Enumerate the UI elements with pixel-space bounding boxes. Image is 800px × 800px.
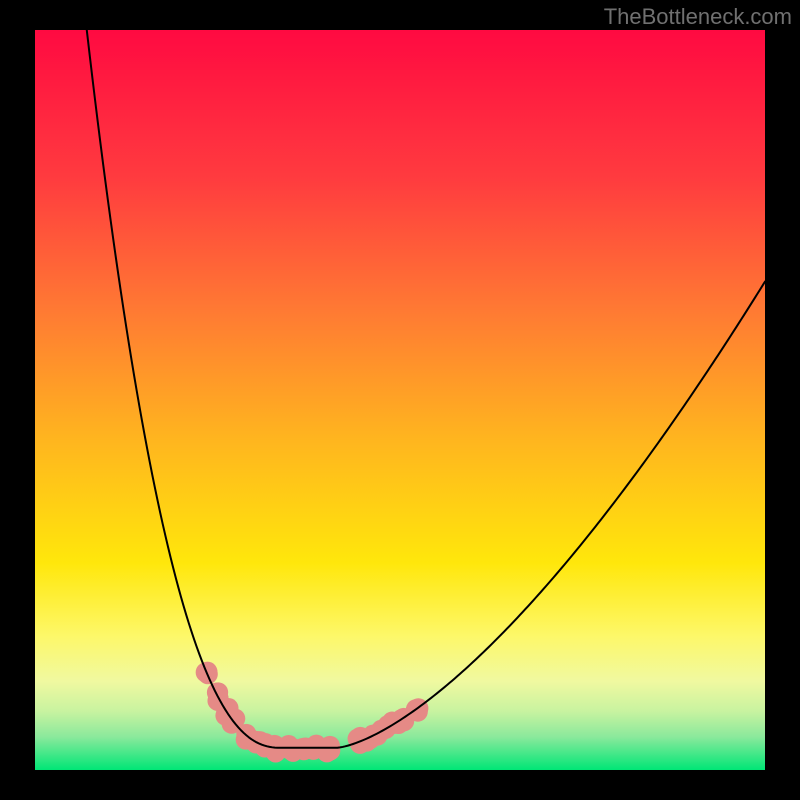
plot-gradient	[35, 30, 765, 770]
watermark-label: TheBottleneck.com	[604, 4, 792, 30]
chart-stage: TheBottleneck.com	[0, 0, 800, 800]
bottleneck-chart	[0, 0, 800, 800]
